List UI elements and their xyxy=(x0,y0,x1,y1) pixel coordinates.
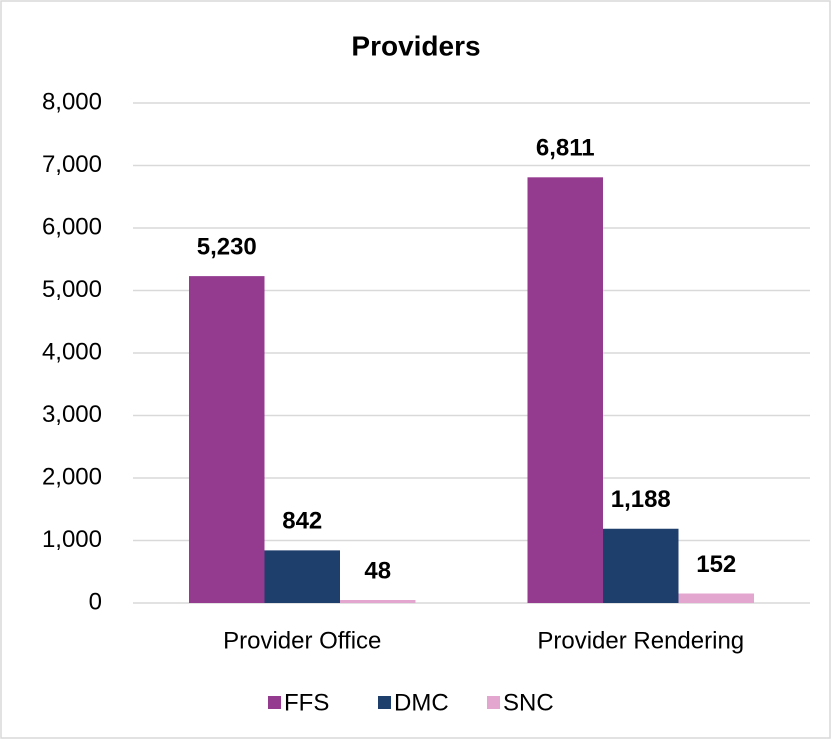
y-tick-label: 7,000 xyxy=(42,151,102,178)
y-tick-label: 3,000 xyxy=(42,401,102,428)
data-label: 152 xyxy=(696,551,736,578)
data-label: 5,230 xyxy=(197,233,257,260)
legend-swatch xyxy=(487,696,500,709)
bar xyxy=(340,600,416,603)
y-tick-label: 0 xyxy=(89,588,102,615)
legend-swatch xyxy=(378,696,391,709)
x-tick-label: Provider Rendering xyxy=(537,627,744,654)
bar xyxy=(678,593,754,603)
legend-label: SNC xyxy=(503,689,554,716)
data-label: 48 xyxy=(364,557,391,584)
data-label: 1,188 xyxy=(611,486,671,513)
y-tick-label: 6,000 xyxy=(42,213,102,240)
chart-title: Providers xyxy=(351,30,480,61)
bar xyxy=(527,177,603,603)
legend-swatch xyxy=(268,696,281,709)
y-tick-label: 2,000 xyxy=(42,463,102,490)
legend-label: DMC xyxy=(394,689,449,716)
data-label: 842 xyxy=(282,508,322,535)
bar xyxy=(603,528,679,603)
legend-label: FFS xyxy=(284,689,329,716)
data-label: 6,811 xyxy=(536,135,595,162)
x-tick-label: Provider Office xyxy=(223,627,381,654)
bar xyxy=(189,276,265,603)
bar xyxy=(264,550,340,603)
y-tick-label: 8,000 xyxy=(42,88,102,115)
y-tick-label: 4,000 xyxy=(42,338,102,365)
y-tick-label: 1,000 xyxy=(42,526,102,553)
y-tick-label: 5,000 xyxy=(42,276,102,303)
